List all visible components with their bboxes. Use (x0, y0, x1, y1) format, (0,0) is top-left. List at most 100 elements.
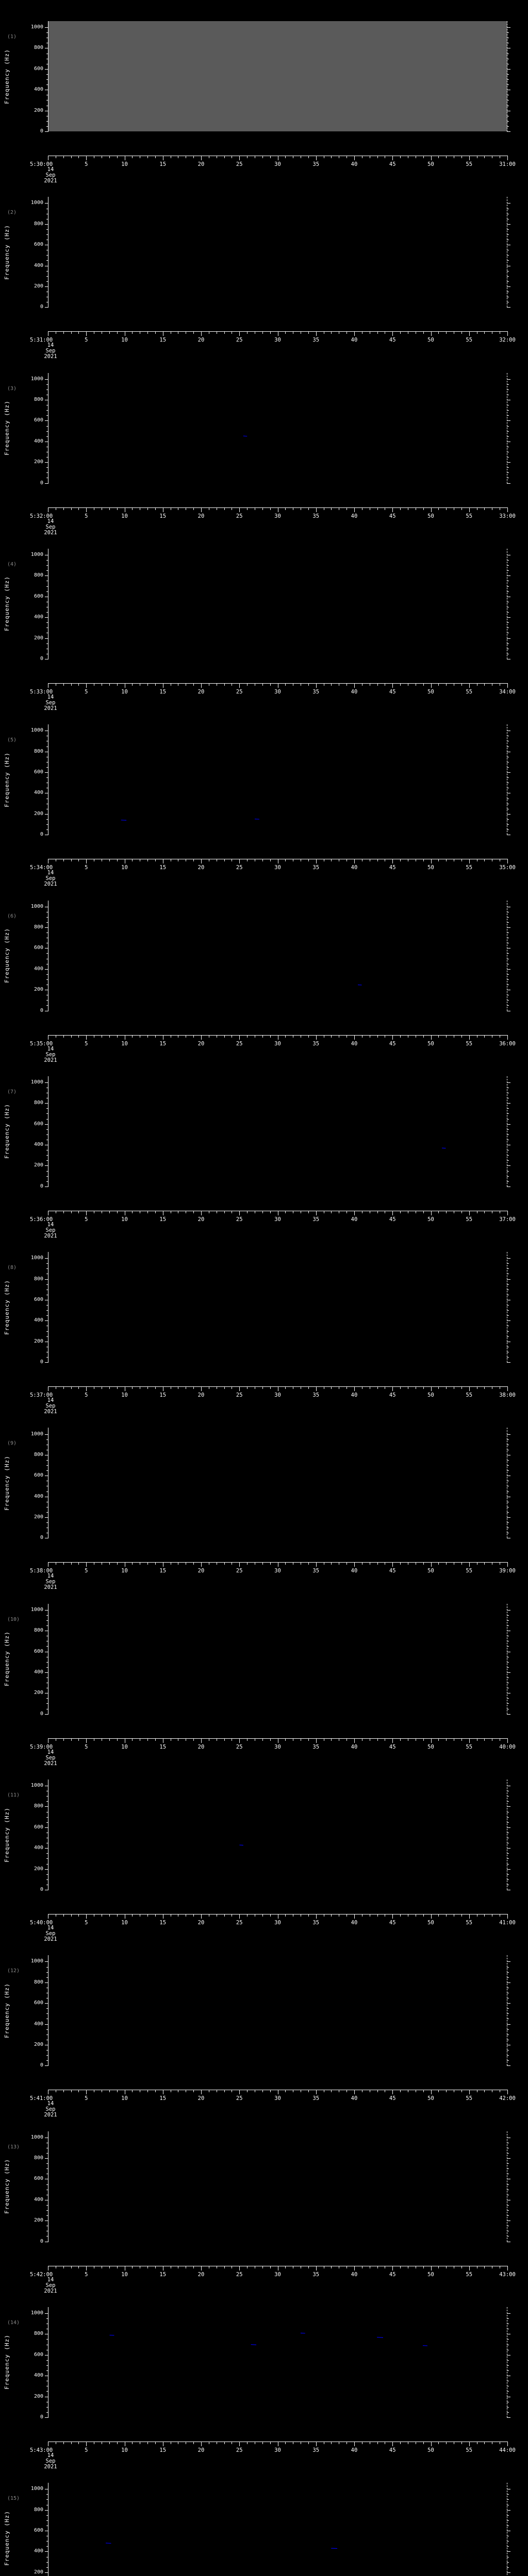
x-axis-end-label: 31:00 (499, 161, 516, 167)
x-axis-minor-tick (270, 1562, 271, 1565)
spectrogram-panel: Frequency (Hz) (11) 0 200 400 600 800 1000 5:40:… (0, 1755, 528, 1942)
y-axis-tick (45, 1672, 48, 1673)
y-axis-minor-tick (46, 467, 48, 468)
x-axis-date-label: 14 Sep 2021 (35, 1749, 66, 1767)
x-axis-minor-tick (71, 2265, 72, 2268)
y-axis-tick-label: 200 (34, 2569, 43, 2575)
x-axis-tick-label: 55 (466, 161, 473, 167)
x-axis-major-tick (392, 859, 393, 864)
x-axis-minor-tick (438, 1562, 439, 1565)
y-axis-minor-tick-right (507, 565, 509, 566)
x-axis-minor-tick (78, 2265, 79, 2268)
y-axis-minor-tick (46, 2153, 48, 2154)
x-axis-minor-tick (285, 507, 286, 510)
y-axis-minor-tick-right (507, 1801, 509, 1802)
x-axis-minor-tick (446, 331, 447, 334)
x-axis-tick-label: 10 (121, 1392, 128, 1399)
y-axis-minor-tick (46, 1967, 48, 1968)
y-axis-tick-label: 400 (34, 2548, 43, 2554)
y-axis-tick (45, 69, 48, 70)
y-axis-tick-label: 1000 (30, 1606, 43, 1613)
panel-index-label: (2) (7, 210, 17, 216)
y-axis-minor-tick-right (507, 1512, 509, 1513)
y-axis-tick-right (507, 27, 510, 28)
x-axis-minor-tick (262, 2090, 263, 2093)
x-axis-minor-tick (308, 859, 309, 862)
y-axis-tick (45, 1961, 48, 1962)
x-axis-minor-tick (63, 2265, 64, 2268)
x-axis-minor-tick (63, 156, 64, 158)
x-axis-date-line: Sep (45, 875, 56, 882)
y-axis-minor-tick (46, 2013, 48, 2014)
x-axis-minor-tick (484, 2265, 485, 2268)
x-axis-minor-tick (438, 683, 439, 686)
x-axis-minor-tick (132, 2090, 133, 2093)
x-axis-minor-tick (71, 1562, 72, 1565)
y-axis-minor-tick-right (507, 1108, 509, 1109)
x-axis-minor-tick (109, 1035, 110, 1038)
plot-area: 0 200 400 600 800 1000 (31, 548, 510, 661)
x-axis-minor-tick (71, 2441, 72, 2444)
x-axis: 5:39:00 5 10 15 20 25 30 35 40 45 50 55 40:00 14 Sep 20… (30, 1738, 516, 1766)
y-axis-tick (45, 1982, 48, 1983)
x-axis-minor-tick (377, 859, 378, 862)
x-axis-date-line: 14 (47, 870, 54, 876)
x-axis-minor-tick (224, 507, 225, 510)
x-axis-tick-label: 50 (427, 1040, 434, 1047)
x-axis-minor-tick (331, 683, 332, 686)
y-axis-minor-tick (46, 1863, 48, 1865)
y-axis-tick-right (507, 1982, 510, 1983)
x-axis-minor-tick (331, 156, 332, 158)
x-axis-minor-tick (63, 1386, 64, 1389)
x-axis-minor-tick (377, 683, 378, 686)
x-axis-minor-tick (484, 2441, 485, 2444)
x-axis-tick-label: 35 (312, 513, 320, 519)
x-axis-minor-tick (423, 2090, 424, 2093)
y-axis-tick-label: 600 (34, 1824, 43, 1830)
x-axis-tick-label: 25 (236, 1743, 243, 1750)
y-axis-title-text: Frequency (Hz) (3, 576, 10, 632)
x-axis-minor-tick (78, 331, 79, 334)
x-axis-minor-tick (247, 1386, 248, 1389)
x-axis-minor-tick (63, 859, 64, 862)
x-axis-minor-tick (331, 1210, 332, 1213)
y-axis-minor-tick-right (507, 467, 509, 468)
y-axis-minor-tick (46, 1703, 48, 1704)
y-axis-minor-tick (46, 1512, 48, 1513)
x-axis-minor-tick (132, 2441, 133, 2444)
x-axis-tick-label: 50 (427, 161, 434, 167)
y-axis-minor-tick-right (507, 126, 509, 127)
y-axis-minor-tick-right (507, 917, 509, 918)
trace-layer (48, 2131, 507, 2242)
y-axis-minor-tick (46, 1284, 48, 1285)
x-axis-minor-tick (438, 507, 439, 510)
x-axis-minor-tick (331, 1386, 332, 1389)
y-axis-minor-tick-right (507, 415, 509, 416)
x-axis-minor-tick (446, 1562, 447, 1565)
y-axis-minor-tick (46, 2215, 48, 2216)
y-axis-minor-tick-right (507, 1465, 509, 1466)
spectrogram-panel: Frequency (Hz) (2) 0 200 400 600 800 1000 5:31:0… (0, 173, 528, 360)
x-axis-tick-label: 40 (351, 2271, 358, 2278)
x-axis-tick-label: 10 (121, 1568, 128, 1574)
x-axis-tick-label: 15 (159, 865, 167, 871)
y-axis-minor-tick (46, 1263, 48, 1264)
x-axis-minor-tick (461, 2090, 462, 2093)
trace-layer (358, 984, 362, 985)
y-axis-minor-tick-right (507, 2406, 509, 2408)
y-axis-tick-right (507, 307, 510, 308)
x-axis-minor-tick (346, 156, 348, 158)
x-axis-minor-tick (285, 1738, 286, 1741)
y-axis-tick (45, 575, 48, 577)
x-axis-major-tick (431, 156, 432, 160)
y-axis-tick-label: 800 (34, 221, 43, 227)
y-axis-tick-right (507, 69, 510, 70)
x-axis-date-line: Sep (45, 348, 56, 354)
x-axis-date-line: Sep (45, 1754, 56, 1761)
x-axis-date-line: 2021 (44, 1760, 57, 1767)
x-axis-minor-tick (71, 507, 72, 510)
y-axis-title-text: Frequency (Hz) (3, 2510, 10, 2566)
x-axis-minor-tick (224, 1210, 225, 1213)
x-axis-minor-tick (346, 683, 348, 686)
x-axis-tick-label: 20 (197, 337, 205, 344)
